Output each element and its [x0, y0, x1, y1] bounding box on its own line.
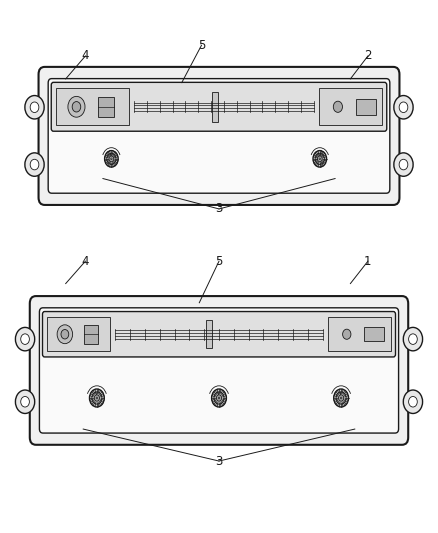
- Circle shape: [333, 101, 343, 112]
- Bar: [212, 92, 218, 122]
- Circle shape: [313, 151, 327, 167]
- Bar: [84, 325, 98, 343]
- Circle shape: [214, 392, 224, 404]
- Circle shape: [340, 397, 342, 399]
- Bar: [205, 320, 212, 348]
- FancyBboxPatch shape: [48, 78, 390, 193]
- Circle shape: [394, 95, 413, 119]
- Circle shape: [216, 395, 222, 401]
- Circle shape: [399, 102, 408, 112]
- Circle shape: [212, 389, 226, 407]
- Circle shape: [96, 397, 98, 399]
- Circle shape: [107, 153, 116, 165]
- Bar: [98, 96, 114, 117]
- Text: 2: 2: [364, 50, 372, 62]
- Bar: [56, 88, 129, 125]
- Circle shape: [315, 153, 325, 165]
- Circle shape: [334, 389, 349, 407]
- Circle shape: [72, 102, 81, 112]
- FancyBboxPatch shape: [39, 308, 399, 433]
- Circle shape: [394, 153, 413, 176]
- Circle shape: [15, 327, 35, 351]
- Text: 3: 3: [215, 203, 223, 215]
- Circle shape: [318, 156, 322, 161]
- FancyBboxPatch shape: [30, 296, 408, 445]
- Text: 1: 1: [364, 255, 372, 268]
- Bar: [319, 88, 382, 125]
- Text: 5: 5: [215, 255, 223, 268]
- Text: 5: 5: [198, 39, 205, 52]
- Circle shape: [403, 390, 423, 414]
- Circle shape: [336, 392, 346, 404]
- Text: 4: 4: [81, 50, 89, 62]
- Bar: [356, 99, 376, 115]
- Circle shape: [57, 325, 73, 344]
- Circle shape: [92, 392, 102, 404]
- Circle shape: [68, 96, 85, 117]
- Circle shape: [105, 151, 118, 167]
- Text: 3: 3: [215, 455, 223, 467]
- Circle shape: [409, 397, 417, 407]
- Circle shape: [89, 389, 104, 407]
- Circle shape: [21, 334, 29, 344]
- Circle shape: [94, 395, 99, 401]
- Circle shape: [30, 159, 39, 170]
- Circle shape: [61, 329, 69, 339]
- Circle shape: [409, 334, 417, 344]
- Circle shape: [21, 397, 29, 407]
- FancyBboxPatch shape: [42, 311, 396, 357]
- Bar: [364, 327, 385, 341]
- Circle shape: [218, 397, 220, 399]
- Circle shape: [343, 329, 351, 340]
- Bar: [47, 317, 110, 351]
- Bar: [328, 317, 391, 351]
- Circle shape: [25, 95, 44, 119]
- Text: 4: 4: [81, 255, 89, 268]
- Circle shape: [30, 102, 39, 112]
- Circle shape: [319, 158, 321, 160]
- FancyBboxPatch shape: [51, 83, 387, 131]
- FancyBboxPatch shape: [39, 67, 399, 205]
- Circle shape: [403, 327, 423, 351]
- Circle shape: [109, 156, 114, 161]
- Circle shape: [25, 153, 44, 176]
- Circle shape: [339, 395, 344, 401]
- Circle shape: [399, 159, 408, 170]
- Circle shape: [15, 390, 35, 414]
- Circle shape: [111, 158, 112, 160]
